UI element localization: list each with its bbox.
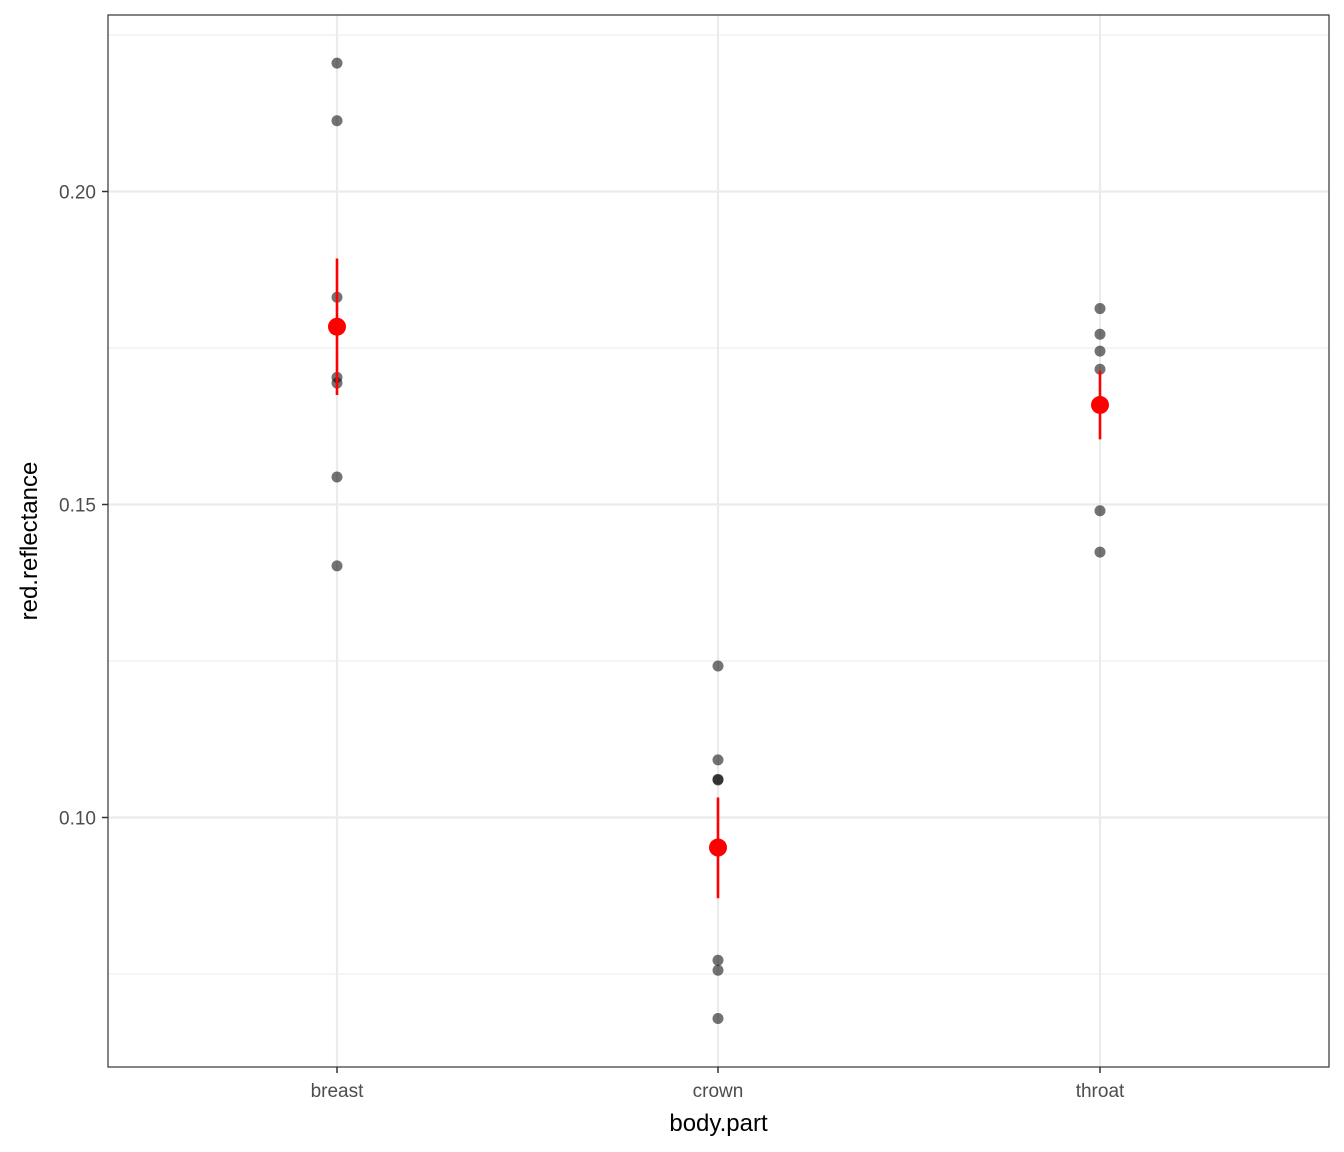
x-tick-label: breast [311,1081,365,1102]
data-point [331,57,343,69]
mean-point [1091,395,1109,414]
data-point [331,560,343,572]
y-axis-title: red.reflectance [16,462,43,621]
data-point [1094,363,1106,375]
data-point [712,964,724,976]
data-point [1094,303,1106,315]
y-tick-label: 0.20 [59,183,96,204]
data-point [712,660,724,672]
data-point [712,774,724,786]
mean-error-bars [328,258,1109,899]
mean-point [328,317,346,336]
data-point [712,1012,724,1024]
data-point [712,754,724,766]
mean-point [709,838,727,857]
data-point [1094,345,1106,357]
data-point [331,115,343,127]
data-point [1094,328,1106,340]
data-point [1094,505,1106,517]
data-point [1094,546,1106,558]
x-tick-label: throat [1076,1081,1125,1102]
grid-lines [108,15,1329,1067]
data-point [712,954,724,966]
x-axis-title: body.part [669,1110,768,1137]
y-tick-label: 0.10 [59,809,96,830]
y-tick-label: 0.15 [59,496,96,517]
data-point [331,471,343,483]
x-tick-label: crown [693,1081,744,1102]
axis-ticks: 0.10 0.15 0.20 breast crown throat [59,183,1125,1103]
